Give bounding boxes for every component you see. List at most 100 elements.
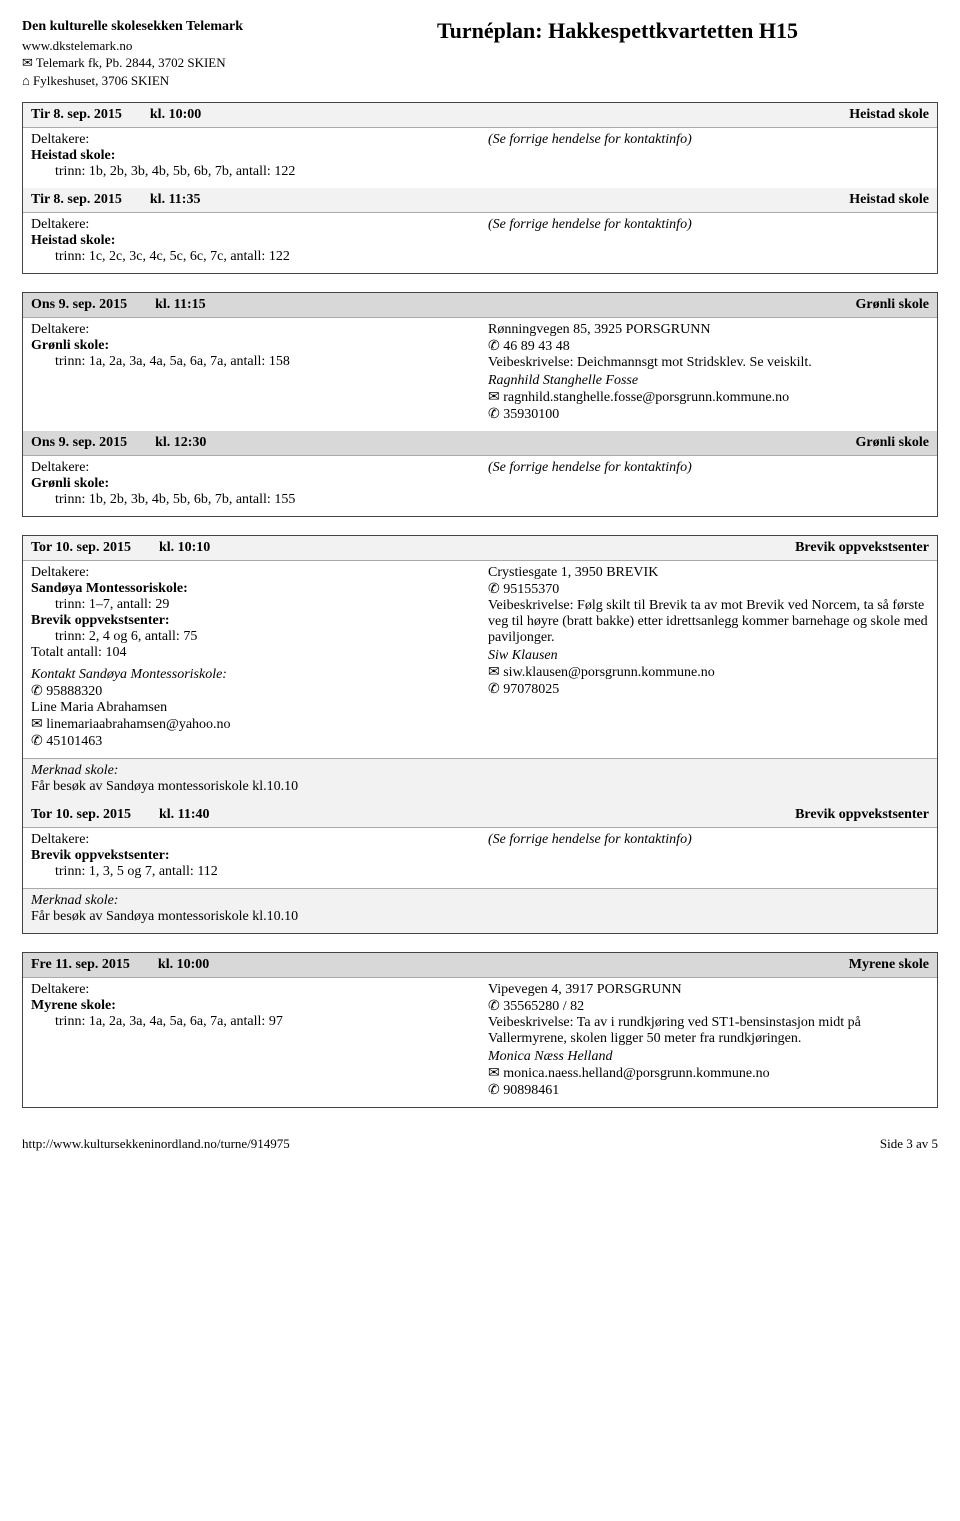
venue-addr: Crystiesgate 1, 3950 BREVIK (488, 565, 929, 581)
event-venue: Grønli skole (855, 435, 929, 451)
event-right: Vipevegen 4, 3917 PORSGRUNN ✆ 35565280 /… (480, 978, 937, 1107)
event-body: Deltakere: Grønli skole: trinn: 1a, 2a, … (23, 318, 937, 431)
venue-phone: ✆ 95155370 (488, 581, 929, 598)
event-body: Deltakere: Myrene skole: trinn: 1a, 2a, … (23, 978, 937, 1107)
event-right: (Se forrige hendelse for kontaktinfo) (480, 828, 937, 888)
event-row-head: Tor 10. sep. 2015 kl. 10:10 Brevik oppvek… (23, 536, 937, 561)
trinn-line: trinn: 1b, 2b, 3b, 4b, 5b, 6b, 7b, antal… (55, 492, 472, 508)
event-time: kl. 10:00 (150, 107, 201, 122)
event-dateline: Fre 11. sep. 2015 kl. 10:00 (31, 957, 209, 973)
school-name: Brevik oppvekstsenter: (31, 848, 472, 864)
merknad-section: Merknad skole: Får besøk av Sandøya mont… (23, 888, 937, 933)
event-time: kl. 11:15 (155, 297, 206, 312)
deltakere-label: Deltakere: (31, 982, 472, 998)
event-dateline: Ons 9. sep. 2015 kl. 11:15 (31, 297, 206, 313)
venue-phone: ✆ 35565280 / 82 (488, 998, 929, 1015)
event-date: Tir 8. sep. 2015 (31, 192, 122, 207)
event-dateline: Tir 8. sep. 2015kl. 11:35 (31, 192, 200, 208)
event-date: Tor 10. sep. 2015 (31, 540, 131, 555)
venue-addr: Rønningvegen 85, 3925 PORSGRUNN (488, 322, 929, 338)
trinn-line: trinn: 1–7, antall: 29 (55, 597, 472, 613)
event-block-2: Ons 9. sep. 2015 kl. 11:15 Grønli skole D… (22, 292, 938, 517)
event-dateline: Tor 10. sep. 2015 kl. 10:10 (31, 540, 210, 556)
contact-phone: ✆ 97078025 (488, 681, 929, 698)
org-url: www.dkstelemark.no (22, 37, 243, 55)
page-header: Den kulturelle skolesekken Telemark www.… (22, 18, 938, 90)
trinn-line: trinn: 1, 3, 5 og 7, antall: 112 (55, 864, 472, 880)
event-venue: Brevik oppvekstsenter (795, 540, 929, 556)
merknad-text: Får besøk av Sandøya montessoriskole kl.… (31, 909, 929, 925)
merknad-label: Merknad skole: (31, 763, 929, 779)
event-right: Rønningvegen 85, 3925 PORSGRUNN ✆ 46 89 … (480, 318, 937, 431)
event-block-4: Fre 11. sep. 2015kl. 10:00 Myrene skole … (22, 952, 938, 1108)
kontakt-phone: ✆ 95888320 (31, 683, 472, 700)
deltakere-label: Deltakere: (31, 322, 472, 338)
merknad-text: Får besøk av Sandøya montessoriskole kl.… (31, 779, 929, 795)
deltakere-label: Deltakere: (31, 132, 472, 148)
trinn-line: trinn: 1a, 2a, 3a, 4a, 5a, 6a, 7a, antal… (55, 1014, 472, 1030)
event-row-head: Tir 8. sep. 2015kl. 10:00 Heistad skole (23, 103, 937, 128)
merknad-section: Merknad skole: Får besøk av Sandøya mont… (23, 758, 937, 803)
kontakt-email: ✉ linemariaabrahamsen@yahoo.no (31, 716, 472, 733)
deltakere-label: Deltakere: (31, 832, 472, 848)
venue-directions: Veibeskrivelse: Deichmannsgt mot Stridsk… (488, 355, 929, 371)
school-name: Grønli skole: (31, 476, 472, 492)
school-name: Heistad skole: (31, 233, 472, 249)
event-row-head: Ons 9. sep. 2015 kl. 11:15 Grønli skole (23, 293, 937, 318)
event-venue: Grønli skole (855, 297, 929, 313)
event-date: Fre 11. sep. 2015 (31, 957, 130, 972)
trinn-line: trinn: 2, 4 og 6, antall: 75 (55, 629, 472, 645)
page-footer: http://www.kultursekkeninordland.no/turn… (22, 1136, 938, 1152)
event-time: kl. 10:10 (159, 540, 210, 555)
org-name: Den kulturelle skolesekken Telemark (22, 18, 243, 37)
event-block-1: Tir 8. sep. 2015kl. 10:00 Heistad skole … (22, 102, 938, 274)
event-body: Deltakere: Brevik oppvekstsenter: trinn:… (23, 828, 937, 888)
school-name: Myrene skole: (31, 998, 472, 1014)
venue-directions: Veibeskrivelse: Ta av i rundkjøring ved … (488, 1015, 929, 1047)
event-date: Ons 9. sep. 2015 (31, 297, 127, 312)
contact-phone: ✆ 35930100 (488, 406, 929, 423)
see-prev: (Se forrige hendelse for kontaktinfo) (488, 217, 929, 233)
event-body: Deltakere: Heistad skole: trinn: 1c, 2c,… (23, 213, 937, 273)
event-time: kl. 10:00 (158, 957, 209, 972)
footer-page: Side 3 av 5 (880, 1136, 938, 1152)
event-right: Crystiesgate 1, 3950 BREVIK ✆ 95155370 V… (480, 561, 937, 758)
venue-addr: Vipevegen 4, 3917 PORSGRUNN (488, 982, 929, 998)
event-date: Ons 9. sep. 2015 (31, 435, 127, 450)
event-venue: Brevik oppvekstsenter (795, 807, 929, 823)
event-dateline: Tir 8. sep. 2015kl. 10:00 (31, 107, 201, 123)
event-time: kl. 11:40 (159, 807, 210, 822)
contact-email: ✉ monica.naess.helland@porsgrunn.kommune… (488, 1065, 929, 1082)
kontakt-label: Kontakt Sandøya Montessoriskole: (31, 667, 472, 683)
event-left: Deltakere: Myrene skole: trinn: 1a, 2a, … (23, 978, 480, 1107)
event-row-head: Ons 9. sep. 2015kl. 12:30 Grønli skole (23, 431, 937, 456)
trinn-line: trinn: 1b, 2b, 3b, 4b, 5b, 6b, 7b, antal… (55, 164, 472, 180)
venue-directions: Veibeskrivelse: Følg skilt til Brevik ta… (488, 598, 929, 646)
event-right: (Se forrige hendelse for kontaktinfo) (480, 128, 937, 188)
event-dateline: Tor 10. sep. 2015 kl. 11:40 (31, 807, 210, 823)
event-venue: Heistad skole (849, 107, 929, 123)
event-body: Deltakere: Grønli skole: trinn: 1b, 2b, … (23, 456, 937, 516)
total-count: Totalt antall: 104 (31, 645, 472, 661)
merknad-label: Merknad skole: (31, 893, 929, 909)
event-body: Deltakere: Heistad skole: trinn: 1b, 2b,… (23, 128, 937, 188)
event-left: Deltakere: Heistad skole: trinn: 1c, 2c,… (23, 213, 480, 273)
event-left: Deltakere: Heistad skole: trinn: 1b, 2b,… (23, 128, 480, 188)
event-left: Deltakere: Sandøya Montessoriskole: trin… (23, 561, 480, 758)
event-date: Tor 10. sep. 2015 (31, 807, 131, 822)
event-row-head: Fre 11. sep. 2015 kl. 10:00 Myrene skole (23, 953, 937, 978)
see-prev: (Se forrige hendelse for kontaktinfo) (488, 460, 929, 476)
event-left: Deltakere: Grønli skole: trinn: 1b, 2b, … (23, 456, 480, 516)
event-venue: Heistad skole (849, 192, 929, 208)
contact-phone: ✆ 90898461 (488, 1082, 929, 1099)
see-prev: (Se forrige hendelse for kontaktinfo) (488, 832, 929, 848)
deltakere-label: Deltakere: (31, 217, 472, 233)
deltakere-label: Deltakere: (31, 565, 472, 581)
event-left: Deltakere: Brevik oppvekstsenter: trinn:… (23, 828, 480, 888)
org-addr2: ⌂ Fylkeshuset, 3706 SKIEN (22, 72, 243, 90)
event-venue: Myrene skole (849, 957, 929, 973)
contact-name: Siw Klausen (488, 648, 929, 664)
event-row-head: Tir 8. sep. 2015kl. 11:35 Heistad skole (23, 188, 937, 213)
event-right: (Se forrige hendelse for kontaktinfo) (480, 456, 937, 516)
page-title: Turnéplan: Hakkespettkvartetten H15 (437, 18, 798, 44)
